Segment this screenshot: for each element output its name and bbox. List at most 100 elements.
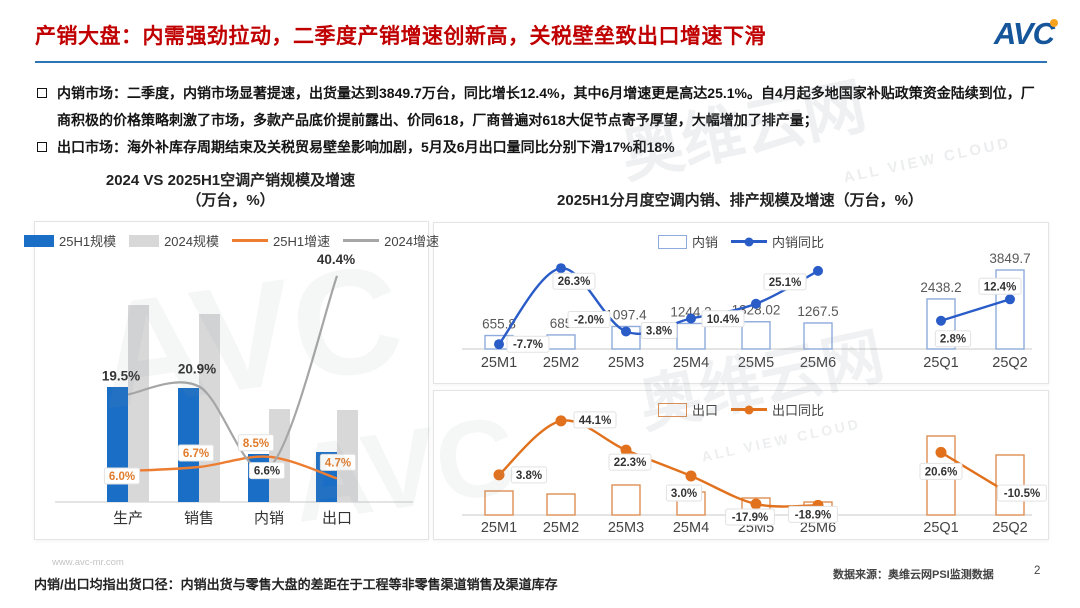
svg-text:出口: 出口 bbox=[322, 510, 352, 527]
legend-item: 25H1规模 bbox=[23, 231, 117, 250]
legend-label: 25H1规模 bbox=[58, 234, 117, 249]
legend-label: 出口同比 bbox=[772, 403, 825, 418]
svg-text:内销: 内销 bbox=[254, 510, 284, 527]
legend-line-dot-swatch bbox=[731, 237, 767, 246]
svg-text:25M1: 25M1 bbox=[481, 355, 517, 371]
svg-text:25.1%: 25.1% bbox=[769, 277, 802, 289]
legend-item: 出口 bbox=[657, 400, 718, 419]
svg-text:20.9%: 20.9% bbox=[178, 361, 216, 376]
svg-text:1097.4: 1097.4 bbox=[605, 307, 647, 322]
footer-website: www.avc-mr.com bbox=[52, 557, 124, 568]
page-number: 2 bbox=[1034, 565, 1041, 577]
legend-label: 25H1增速 bbox=[273, 234, 331, 249]
svg-text:3849.7: 3849.7 bbox=[989, 251, 1030, 266]
legend-bar-outline-swatch bbox=[657, 234, 687, 249]
svg-text:8.5%: 8.5% bbox=[243, 438, 269, 450]
svg-text:20.6%: 20.6% bbox=[925, 466, 958, 478]
export-chart-canvas: 25M1 25M2 25M3 25M4 25M5 25M6 25Q1 25Q23.8%44.1… bbox=[462, 411, 1047, 536]
export-chart-panel: 出口 出口同比 25M1 25M2 25M3 25M4 25M5 25M6 25Q1 25Q2 3… bbox=[433, 390, 1049, 540]
footer-note: 内销/出口均指出货口径：内销出货与零售大盘的差距在于工程等非零售渠道销售及渠道库… bbox=[34, 577, 558, 592]
left-chart-legend: 25H1规模 2024规模 25H1增速 2024增速 bbox=[23, 231, 439, 250]
domestic-chart-panel: 内销 内销同比 25M1 25M2 25M3 25M4 25M5 25M6 25Q1 25Q2 6… bbox=[433, 222, 1049, 384]
header-divider bbox=[35, 61, 1047, 63]
svg-text:25M1: 25M1 bbox=[481, 520, 517, 536]
legend-item: 出口同比 bbox=[731, 400, 824, 419]
svg-text:-17.9%: -17.9% bbox=[732, 512, 768, 524]
svg-text:2.8%: 2.8% bbox=[940, 334, 966, 346]
legend-item: 内销 bbox=[657, 232, 718, 251]
svg-text:25M2: 25M2 bbox=[543, 520, 579, 536]
svg-text:26.3%: 26.3% bbox=[558, 276, 591, 288]
bullet-domestic-text: 内销市场：二季度，内销市场显著提速，出货量达到3849.7万台，同比增长12.4… bbox=[57, 85, 1035, 128]
legend-item: 2024规模 bbox=[129, 231, 219, 250]
svg-text:25M4: 25M4 bbox=[673, 520, 709, 536]
avc-logo-text: AVC bbox=[993, 16, 1055, 51]
svg-text:25Q2: 25Q2 bbox=[992, 355, 1027, 371]
svg-text:25M6: 25M6 bbox=[800, 520, 836, 536]
legend-line-dot-swatch bbox=[731, 405, 767, 414]
bullet-export-text: 出口市场：海外补库存周期结束及关税贸易壁垒影响加剧，5月及6月出口量同比分别下滑… bbox=[57, 139, 675, 155]
svg-text:25Q1: 25Q1 bbox=[923, 520, 958, 536]
domestic-chart-canvas: 25M1 25M2 25M3 25M4 25M5 25M6 25Q1 25Q2 655.8 685… bbox=[462, 251, 1032, 371]
right-charts-title: 2025H1分月度空调内销、排产规模及增速（万台，%） bbox=[557, 192, 923, 209]
avc-logo-dot-icon bbox=[1050, 19, 1058, 27]
legend-bar-outline-swatch bbox=[657, 402, 687, 417]
legend-item: 25H1增速 bbox=[232, 231, 330, 250]
left-chart-canvas: 生产 销售 内销 出口 19.5% 20.9% 6.6% 40.4% 6.0% 6.7% 8.5% 4… bbox=[55, 252, 413, 527]
svg-text:4.7%: 4.7% bbox=[325, 457, 351, 469]
left-chart-title: 2024 VS 2025H1空调产销规模及增速 （万台，%） bbox=[34, 171, 427, 211]
legend-bar-swatch bbox=[129, 234, 160, 247]
svg-text:1267.5: 1267.5 bbox=[797, 304, 838, 319]
svg-text:19.5%: 19.5% bbox=[102, 368, 140, 383]
svg-text:6.7%: 6.7% bbox=[183, 448, 209, 460]
bullet-export-market: 出口市场：海外补库存周期结束及关税贸易壁垒影响加剧，5月及6月出口量同比分别下滑… bbox=[35, 134, 1047, 161]
legend-label: 内销同比 bbox=[772, 235, 825, 250]
svg-text:685: 685 bbox=[550, 316, 573, 331]
svg-text:-2.0%: -2.0% bbox=[574, 314, 604, 326]
svg-text:22.3%: 22.3% bbox=[614, 457, 647, 469]
svg-text:-10.5%: -10.5% bbox=[1004, 488, 1040, 500]
legend-label: 2024增速 bbox=[384, 234, 440, 249]
left-chart-panel: 25H1规模 2024规模 25H1增速 2024增速 生产 销售 内销 出口 19.5% 20… bbox=[23, 221, 439, 540]
svg-text:25M4: 25M4 bbox=[673, 355, 709, 371]
legend-label: 2024规模 bbox=[164, 234, 219, 249]
svg-text:25M6: 25M6 bbox=[800, 355, 836, 371]
svg-text:25Q2: 25Q2 bbox=[992, 520, 1027, 536]
svg-text:655.8: 655.8 bbox=[482, 317, 516, 332]
export-chart-legend: 出口 出口同比 bbox=[434, 400, 1048, 419]
legend-line-swatch bbox=[232, 239, 268, 242]
svg-text:25Q1: 25Q1 bbox=[923, 355, 958, 371]
avc-logo: AVC bbox=[993, 16, 1058, 52]
summary-bullets: 内销市场：二季度，内销市场显著提速，出货量达到3849.7万台，同比增长12.4… bbox=[35, 80, 1047, 161]
domestic-chart-legend: 内销 内销同比 bbox=[434, 232, 1048, 251]
legend-item: 2024增速 bbox=[343, 231, 439, 250]
legend-label: 出口 bbox=[691, 403, 718, 418]
svg-text:3.8%: 3.8% bbox=[516, 470, 542, 482]
bullet-square-icon bbox=[37, 142, 47, 152]
svg-text:10.4%: 10.4% bbox=[707, 314, 740, 326]
legend-line-swatch bbox=[343, 239, 380, 242]
legend-bar-swatch bbox=[23, 234, 54, 247]
svg-text:-18.9%: -18.9% bbox=[795, 509, 831, 521]
svg-text:6.6%: 6.6% bbox=[254, 466, 280, 478]
svg-text:销售: 销售 bbox=[184, 510, 214, 527]
footer-data-source: 数据来源：奥维云网PSI监测数据 bbox=[833, 569, 994, 581]
legend-item: 内销同比 bbox=[731, 232, 824, 251]
left-chart-title-line2: （万台，%） bbox=[186, 192, 275, 209]
svg-text:25M3: 25M3 bbox=[608, 355, 644, 371]
svg-text:-7.7%: -7.7% bbox=[513, 339, 543, 351]
svg-text:25M3: 25M3 bbox=[608, 520, 644, 536]
svg-text:44.1%: 44.1% bbox=[579, 415, 612, 427]
page-title: 产销大盘：内需强劲拉动，二季度产销增速创新高，关税壁垒致出口增速下滑 bbox=[35, 25, 766, 48]
bullet-domestic-market: 内销市场：二季度，内销市场显著提速，出货量达到3849.7万台，同比增长12.4… bbox=[35, 80, 1047, 134]
svg-text:3.0%: 3.0% bbox=[671, 488, 697, 500]
svg-text:25M5: 25M5 bbox=[738, 355, 774, 371]
svg-text:6.0%: 6.0% bbox=[109, 471, 135, 483]
svg-text:25M2: 25M2 bbox=[543, 355, 579, 371]
legend-label: 内销 bbox=[691, 235, 718, 250]
svg-text:生产: 生产 bbox=[113, 510, 143, 527]
svg-text:12.4%: 12.4% bbox=[984, 281, 1017, 293]
svg-text:3.8%: 3.8% bbox=[646, 326, 672, 338]
svg-text:40.4%: 40.4% bbox=[317, 252, 355, 267]
